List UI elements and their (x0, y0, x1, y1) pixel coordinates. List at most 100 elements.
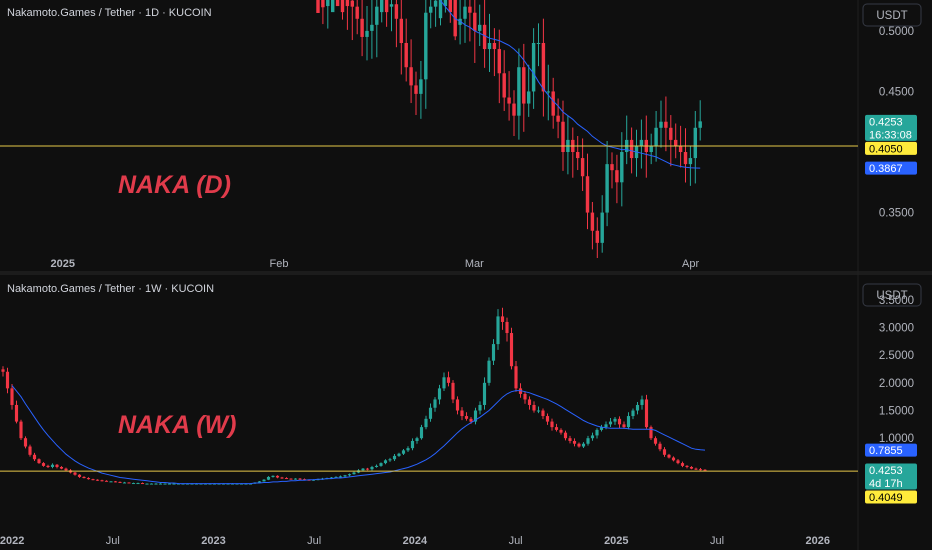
candle-body (496, 316, 500, 345)
annotation-label-1: NAKA (W) (118, 411, 236, 439)
candle-body (410, 440, 415, 449)
candle-body (330, 0, 335, 13)
candle-body (689, 466, 694, 469)
panel-separator (0, 271, 932, 275)
candle-body (595, 230, 600, 243)
candle-body (433, 399, 437, 408)
candle-body (275, 475, 280, 478)
candle-body (28, 446, 32, 455)
annotation-label-0: NAKA (D) (118, 171, 231, 199)
candle-body (127, 482, 131, 484)
candle-body (500, 316, 505, 322)
candle-body (683, 152, 688, 165)
candle-body (361, 468, 365, 471)
candle-body (1, 369, 5, 372)
price-tag-value: 0.7855 (869, 445, 903, 457)
candle-body (329, 477, 334, 479)
candle-body (577, 443, 581, 447)
candle-body (613, 418, 617, 422)
currency-box-1[interactable] (862, 283, 922, 307)
x-tick-label: Mar (465, 258, 484, 270)
chart-title-0: Nakamoto.Games / Tether · 1D · KUCOIN (7, 7, 212, 19)
candle-body (693, 127, 698, 159)
candle-body (541, 410, 545, 417)
x-tick-label: 2023 (201, 535, 225, 547)
y-tick-label: 0.5000 (879, 26, 914, 38)
candle-body (550, 421, 554, 428)
candle-body (428, 6, 433, 13)
price-tag-timer: 4d 17h (869, 478, 903, 490)
candle-body (492, 43, 497, 50)
x-tick-label: Apr (682, 258, 699, 270)
candle-body (473, 12, 477, 31)
candle-body (532, 404, 536, 411)
candle-body (149, 483, 154, 485)
candle-body (608, 421, 613, 425)
price-tag-value: 0.4253 (869, 116, 903, 128)
candle-body (502, 73, 506, 98)
x-tick-label: 2025 (604, 535, 628, 547)
candle-body (122, 482, 127, 484)
candle-body (512, 103, 516, 116)
candle-body (640, 399, 644, 405)
candle-body (379, 0, 384, 13)
candle-body (703, 469, 707, 471)
candle-body (659, 121, 663, 128)
candle-body (55, 464, 59, 467)
candle-body (257, 481, 262, 483)
candle-body (676, 460, 680, 464)
candle-body (73, 472, 77, 475)
candle-body (64, 468, 68, 471)
candle-body (518, 388, 523, 394)
candle-body (600, 212, 604, 243)
candle-body (527, 399, 532, 405)
candle-body (698, 469, 703, 471)
candle-body (585, 176, 590, 213)
candle-body (59, 466, 64, 469)
candle-body (365, 30, 369, 37)
candle-body (673, 139, 678, 146)
candle-body (389, 4, 394, 7)
candle-body (635, 404, 640, 411)
candle-body (478, 404, 482, 411)
candle-body (622, 424, 626, 428)
candle-body (559, 429, 563, 433)
x-tick-label: 2024 (403, 535, 428, 547)
candle-body (383, 460, 388, 464)
candle-body (375, 6, 379, 25)
x-tick-label: Jul (710, 535, 724, 547)
candle-body (316, 0, 320, 13)
candle-body (388, 459, 392, 461)
candle-body (626, 416, 631, 428)
price-tag-value: 0.4253 (869, 465, 903, 477)
candle-body (604, 424, 608, 428)
candle-body (415, 438, 419, 441)
candle-body (409, 67, 413, 86)
candle-body (551, 91, 555, 116)
candle-body (531, 43, 536, 92)
y-tick-label: 1.5000 (879, 406, 914, 418)
candle-body (91, 479, 95, 481)
candle-body (556, 115, 560, 122)
candle-body (345, 0, 350, 7)
candle-body (491, 344, 496, 361)
candle-body (688, 158, 693, 165)
price-tag-timer: 16:33:08 (869, 129, 912, 141)
candle-body (698, 121, 702, 128)
candle-body (392, 455, 397, 460)
currency-box-0[interactable] (862, 3, 922, 27)
candle-body (442, 377, 446, 389)
price-tag (865, 161, 917, 175)
candle-body (631, 410, 635, 417)
candle-body (352, 472, 356, 475)
candle-body (406, 448, 410, 451)
chart-title-1: Nakamoto.Games / Tether · 1W · KUCOIN (7, 283, 214, 295)
candle-body (355, 6, 359, 19)
candle-body (536, 43, 541, 44)
candle-body (664, 121, 668, 128)
y-tick-label: 3.5000 (879, 295, 914, 307)
candle-body (340, 0, 345, 13)
candle-body (158, 483, 163, 485)
candle-body (443, 0, 448, 7)
